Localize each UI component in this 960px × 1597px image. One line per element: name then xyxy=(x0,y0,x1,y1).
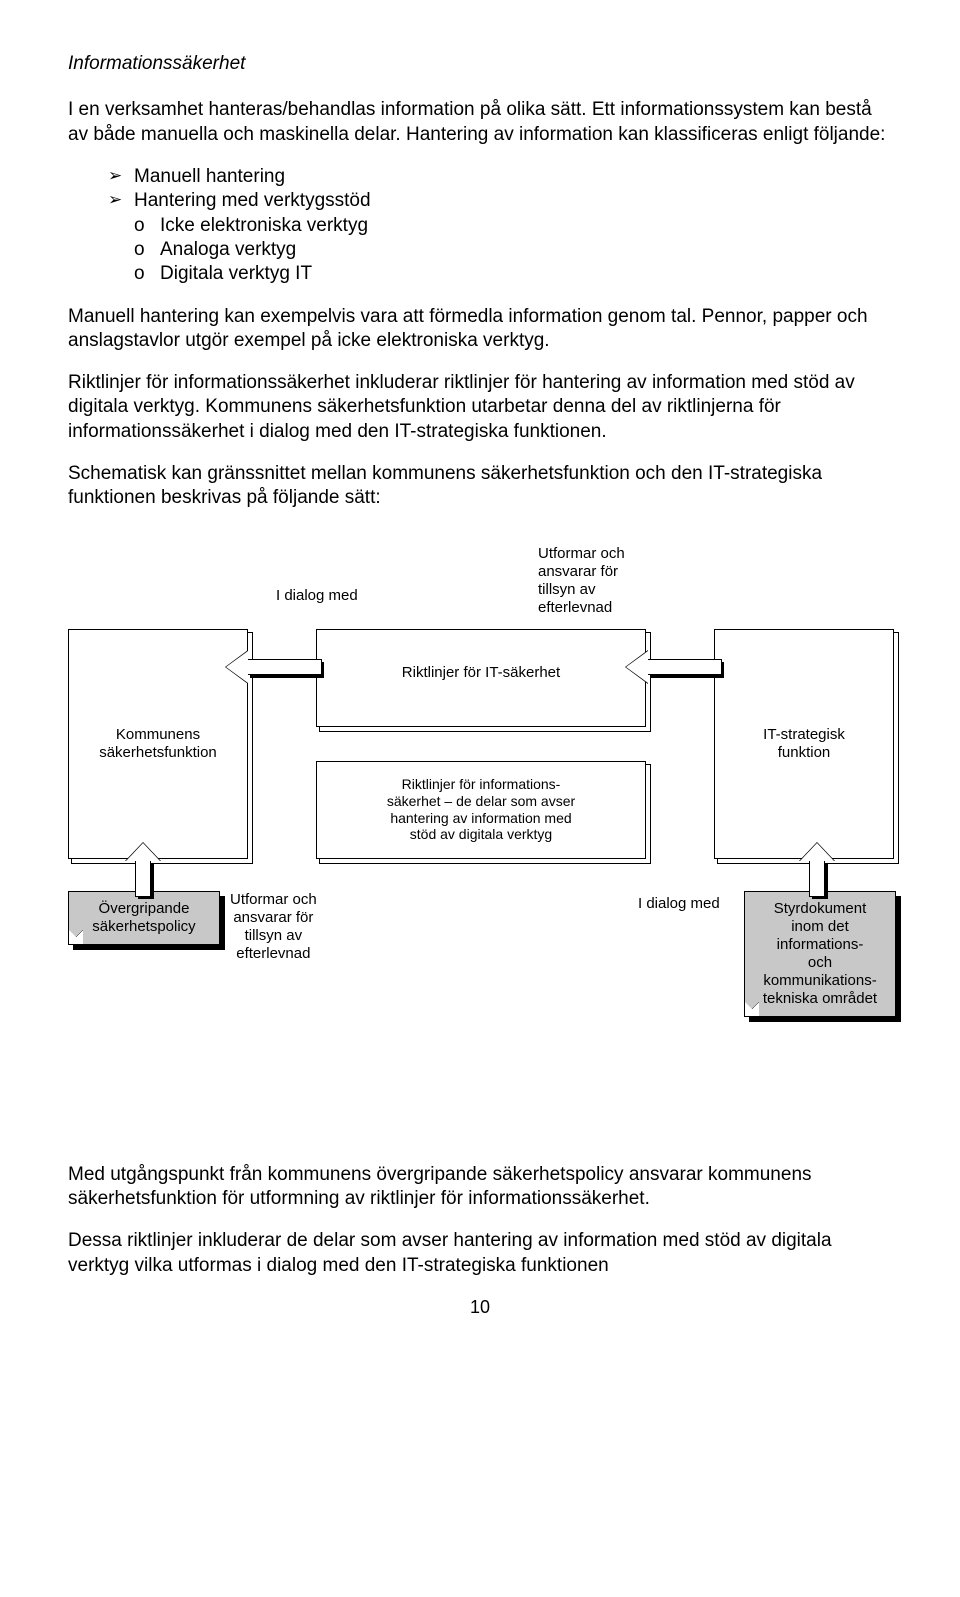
sub-bullet-item: Digitala verktyg IT xyxy=(108,262,892,286)
page-number: 10 xyxy=(68,1296,892,1319)
paragraph-5: Med utgångspunkt från kommunens övergrip… xyxy=(68,1163,892,1212)
paragraph-3: Riktlinjer för informationssäkerhet inkl… xyxy=(68,371,892,444)
note-styrdokument: Styrdokument inom det informations- och … xyxy=(744,891,896,1017)
paragraph-4: Schematisk kan gränssnittet mellan kommu… xyxy=(68,462,892,511)
bullet-list: Manuell hantering Hantering med verktygs… xyxy=(68,165,892,287)
label-utformar-bottom: Utformar och ansvarar för tillsyn av eft… xyxy=(230,891,317,963)
bullet-item: Manuell hantering xyxy=(108,165,892,189)
section-heading: Informationssäkerhet xyxy=(68,52,892,76)
arrow-left-icon xyxy=(626,651,722,683)
paragraph-2: Manuell hantering kan exempelvis vara at… xyxy=(68,305,892,354)
box-it-strategisk: IT-strategisk funktion xyxy=(714,629,894,859)
label-utformar-top: Utformar och ansvarar för tillsyn av eft… xyxy=(538,545,625,617)
box-riktlinjer-it: Riktlinjer för IT-säkerhet xyxy=(316,629,646,727)
arrow-up-icon xyxy=(800,843,834,897)
sub-bullet-item: Analoga verktyg xyxy=(108,238,892,262)
label-dialog-left: I dialog med xyxy=(276,587,358,605)
sub-bullet-item: Icke elektroniska verktyg xyxy=(108,214,892,238)
paragraph-6: Dessa riktlinjer inkluderar de delar som… xyxy=(68,1229,892,1278)
arrow-left-icon xyxy=(226,651,322,683)
arrow-up-icon xyxy=(126,843,160,897)
label-dialog-right: I dialog med xyxy=(638,895,720,913)
box-kommunens-sakerhetsfunktion: Kommunens säkerhetsfunktion xyxy=(68,629,248,859)
note-overgripande: Övergripande säkerhetspolicy xyxy=(68,891,220,945)
paragraph-1: I en verksamhet hanteras/behandlas infor… xyxy=(68,98,892,147)
bullet-item: Hantering med verktygsstöd xyxy=(108,189,892,213)
box-riktlinjer-info: Riktlinjer för informations- säkerhet – … xyxy=(316,761,646,859)
process-diagram: I dialog med Utformar och ansvarar för t… xyxy=(68,543,896,1103)
